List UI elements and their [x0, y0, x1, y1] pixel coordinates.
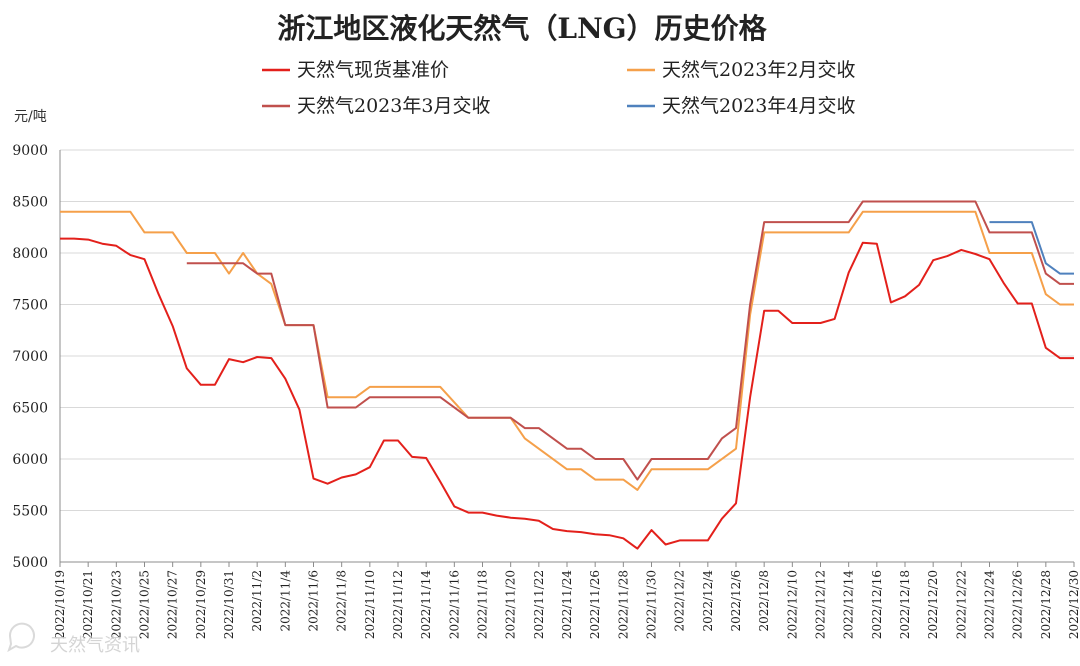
x-tick-label: 2022/12/22	[954, 570, 968, 639]
x-tick-label: 2022/11/14	[419, 570, 433, 640]
x-tick-label: 2022/11/22	[532, 570, 546, 639]
series-line-1	[60, 237, 1074, 550]
x-tick-label: 2022/12/6	[729, 570, 743, 632]
y-tick-label: 8500	[12, 195, 48, 211]
y-tick-label: 8000	[12, 246, 48, 262]
x-tick-label: 2022/11/20	[504, 570, 518, 639]
y-tick-label: 7000	[12, 349, 48, 365]
x-tick-label: 2022/12/2	[673, 570, 687, 632]
gridlines	[60, 149, 1074, 511]
y-tick-label: 7500	[12, 298, 48, 314]
y-tick-label: 5500	[12, 504, 48, 520]
legend-label: 天然气2023年3月交收	[297, 95, 490, 117]
x-tick-label: 2022/11/6	[307, 570, 321, 632]
legend-label: 天然气2023年2月交收	[662, 59, 855, 81]
x-tick-label: 2022/12/28	[1039, 570, 1053, 639]
x-tick-label: 2022/12/14	[842, 570, 856, 640]
watermark: 天然气资讯	[7, 622, 140, 656]
x-tick-label: 2022/11/4	[278, 570, 292, 632]
series-lines	[60, 200, 1074, 550]
x-tick-label: 2022/11/26	[588, 570, 602, 639]
x-tick-label: 2022/12/12	[814, 570, 828, 639]
x-tick-label: 2022/12/20	[926, 570, 940, 639]
legend-label: 天然气现货基准价	[297, 59, 449, 81]
x-tick-label: 2022/10/19	[53, 570, 67, 639]
axes	[59, 150, 1075, 567]
x-tick-label: 2022/10/31	[222, 570, 236, 639]
x-tick-labels: 2022/10/19 2022/10/21 2022/10/23 2022/10/25…	[53, 570, 1080, 640]
x-tick-label: 2022/12/4	[701, 570, 715, 632]
x-tick-label: 2022/10/29	[194, 570, 208, 639]
x-tick-label: 2022/11/18	[476, 570, 490, 639]
y-tick-labels: 5000 5500 6000 6500 7000 7500 8000 8500 9000	[12, 143, 48, 571]
y-axis-unit: 元/吨	[14, 109, 47, 125]
x-tick-label: 2022/10/21	[81, 570, 95, 639]
y-tick-label: 9000	[12, 143, 48, 159]
watermark-text: 天然气资讯	[50, 635, 140, 656]
x-tick-label: 2022/12/30	[1067, 570, 1080, 639]
y-tick-label: 6500	[12, 401, 48, 417]
x-tick-label: 2022/11/28	[616, 570, 630, 639]
series-line-2	[60, 210, 1074, 491]
x-tick-label: 2022/10/23	[109, 570, 123, 639]
x-tick-label: 2022/10/27	[166, 570, 180, 639]
x-tick-label: 2022/11/12	[391, 570, 405, 639]
x-tick-label: 2022/11/8	[335, 570, 349, 632]
x-tick-label: 2022/10/25	[138, 570, 152, 639]
x-tick-label: 2022/12/16	[870, 570, 884, 639]
chart-title: 浙江地区液化天然气（LNG）历史价格	[277, 12, 767, 45]
x-tick-label: 2022/12/18	[898, 570, 912, 639]
x-tick-label: 2022/12/10	[785, 570, 799, 639]
x-tick-label: 2022/11/2	[250, 570, 264, 632]
x-tick-label: 2022/11/16	[447, 570, 461, 639]
y-tick-label: 6000	[12, 452, 48, 468]
x-tick-label: 2022/11/30	[645, 570, 659, 639]
y-tick-label: 5000	[12, 555, 48, 571]
x-tick-label: 2022/12/8	[757, 570, 771, 632]
series-line-4	[989, 221, 1074, 275]
x-tick-label: 2022/11/24	[560, 570, 574, 640]
x-tick-label: 2022/12/24	[983, 570, 997, 640]
x-tick-label: 2022/11/10	[363, 570, 377, 639]
x-tick-label: 2022/12/26	[1011, 570, 1025, 639]
legend-label: 天然气2023年4月交收	[662, 95, 855, 117]
chat-bubble-icon	[7, 622, 35, 653]
series-line-3	[186, 200, 1074, 481]
